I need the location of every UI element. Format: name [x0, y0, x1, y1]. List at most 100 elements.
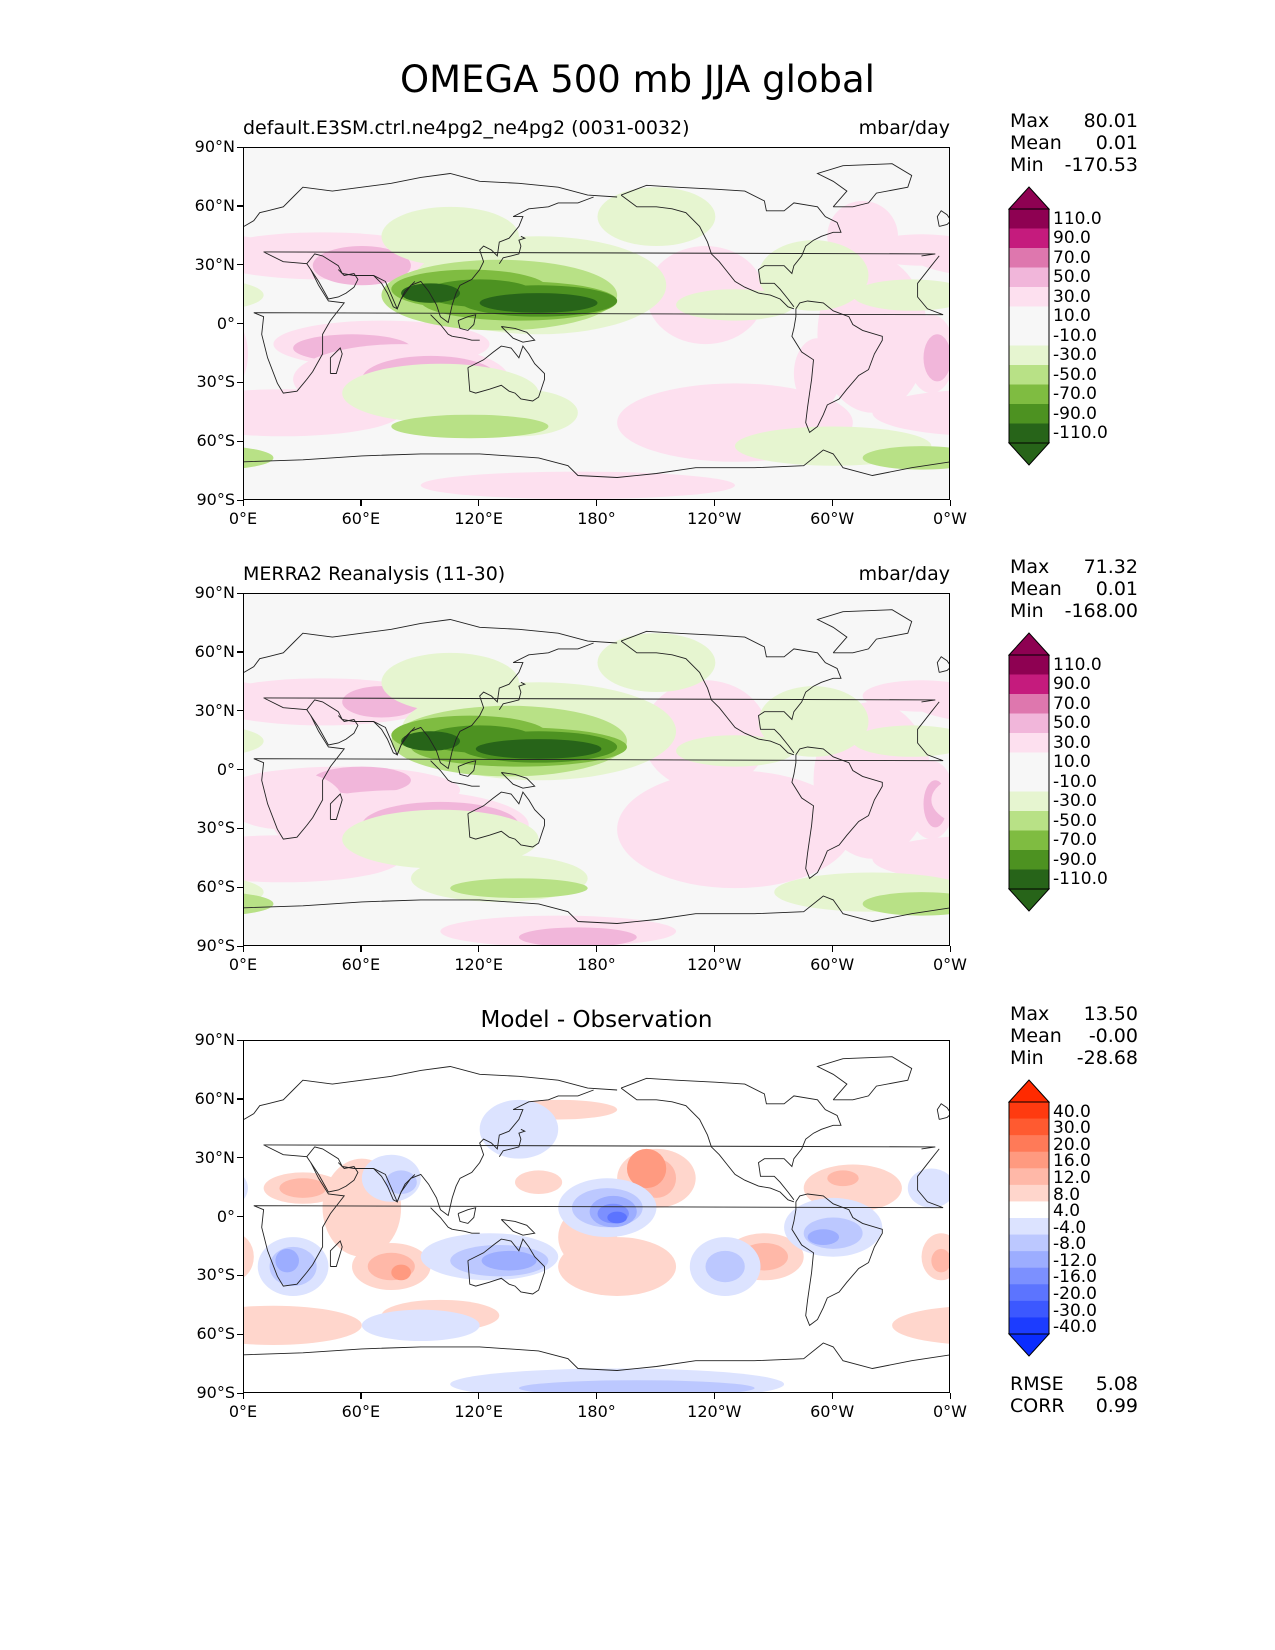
colorbar-extend-bottom	[1008, 442, 1050, 466]
lon-tick-label: 120°W	[687, 1402, 742, 1421]
contour-region	[244, 729, 264, 753]
stat-mean: Mean 0.01	[1010, 578, 1138, 600]
lon-tick-label: 60°W	[810, 955, 855, 974]
coastline	[253, 1144, 944, 1287]
lat-tick-label: 90°N	[194, 583, 235, 602]
contour-region	[244, 1236, 254, 1278]
contour-region	[312, 766, 411, 795]
panel-title: default.E3SM.ctrl.ne4pg2_ne4pg2 (0031-00…	[243, 117, 690, 139]
contour-region	[475, 739, 602, 759]
lat-tick-mark	[237, 1216, 243, 1218]
stat-min-label: Min	[1010, 154, 1044, 176]
lon-tick-label: 120°E	[454, 955, 503, 974]
coastline	[306, 196, 594, 324]
map-panel	[243, 1040, 950, 1393]
colorbar-swatch	[1009, 655, 1049, 675]
coastline	[457, 314, 477, 331]
coastline	[430, 1207, 453, 1230]
colorbar-extend-top	[1008, 186, 1050, 210]
colorbar-level-label: 16.0	[1053, 1151, 1091, 1172]
colorbar-frame	[1008, 654, 1050, 890]
colorbar-swatch	[1009, 1151, 1049, 1169]
stat-max-label: Max	[1010, 110, 1050, 132]
coastline	[467, 1238, 545, 1295]
lon-tick-label: 60°W	[810, 509, 855, 528]
panel-title: Model - Observation	[480, 1007, 713, 1033]
coastline	[500, 1219, 536, 1236]
colorbar-swatch	[1009, 365, 1049, 385]
lon-tick-label: 120°W	[687, 509, 742, 528]
coastline	[310, 269, 359, 300]
colorbar-swatch	[1009, 1184, 1049, 1202]
colorbar-level-label: -30.0	[1053, 345, 1097, 366]
lon-tick-mark	[831, 946, 833, 952]
contour-region	[807, 1229, 840, 1245]
figure-title: OMEGA 500 mb JJA global	[400, 58, 875, 101]
contour-region	[907, 1168, 949, 1208]
lat-tick-mark	[237, 1392, 243, 1394]
contour-region	[758, 240, 869, 311]
lat-tick-mark	[237, 205, 243, 207]
colorbar-swatch	[1009, 674, 1049, 695]
colorbar-swatch	[1009, 1267, 1049, 1285]
colorbar-level-label: 70.0	[1053, 693, 1091, 714]
stat-max: Max 13.50	[1010, 1003, 1138, 1025]
contour-region	[676, 735, 794, 767]
coastline	[620, 1077, 842, 1201]
contour-region	[862, 892, 949, 916]
lon-tick-label: 120°E	[454, 509, 503, 528]
lat-tick-label: 30°S	[196, 1265, 235, 1285]
coastline	[244, 1066, 618, 1120]
lat-tick-mark	[237, 592, 243, 594]
colorbar-swatch	[1009, 345, 1049, 366]
colorbar-level-label: -110.0	[1053, 423, 1108, 444]
contour-region	[385, 1170, 417, 1194]
colorbar-level-label: 50.0	[1053, 267, 1091, 288]
stat-min-value: -170.53	[1064, 154, 1138, 176]
lon-tick-label: 0°W	[933, 1402, 967, 1421]
lat-tick-label: 0°	[216, 759, 235, 779]
colorbar-swatch	[1009, 694, 1049, 714]
metric-rmse: RMSE 5.08	[1010, 1373, 1138, 1395]
contour-map	[244, 163, 949, 499]
lon-tick-label: 0°E	[228, 509, 258, 528]
coastline	[244, 449, 949, 478]
metric-rmse-value: 5.08	[1095, 1373, 1138, 1395]
stat-max: Max 80.01	[1010, 110, 1138, 132]
colorbar-swatch	[1009, 1118, 1049, 1136]
coastline	[791, 300, 883, 434]
colorbar-frame	[1008, 1101, 1050, 1335]
coastline	[373, 1168, 416, 1203]
coastline	[936, 210, 949, 227]
colorbar-level-label: -8.0	[1053, 1234, 1087, 1255]
contour-region	[852, 725, 949, 757]
lat-tick-mark	[237, 146, 243, 148]
stat-mean-label: Mean	[1010, 578, 1062, 600]
coastline	[498, 681, 526, 710]
colorbar-swatch	[1009, 267, 1049, 288]
colorbar-swatch	[1009, 733, 1049, 753]
colorbar-swatch	[1009, 287, 1049, 307]
metric-corr: CORR 0.99	[1010, 1395, 1138, 1417]
coastline	[498, 1128, 526, 1157]
colorbar-swatch	[1009, 248, 1049, 268]
colorbar-swatch	[1009, 791, 1049, 812]
contour-region	[450, 878, 588, 898]
stat-mean: Mean -0.00	[1010, 1025, 1138, 1047]
lat-tick-mark	[237, 886, 243, 888]
lat-tick-label: 0°	[216, 313, 235, 333]
colorbar-extend-top	[1008, 632, 1050, 656]
coastline	[329, 793, 343, 820]
stat-max-value: 13.50	[1083, 1003, 1138, 1025]
lon-tick-mark	[831, 500, 833, 506]
colorbar-swatch	[1009, 228, 1049, 249]
lon-tick-label: 180°	[577, 509, 616, 528]
contour-region	[279, 1178, 327, 1198]
colorbar-swatch	[1009, 326, 1049, 346]
colorbar-level-label: 110.0	[1053, 654, 1102, 675]
stat-max-label: Max	[1010, 1003, 1050, 1025]
lon-tick-mark	[949, 500, 951, 506]
colorbar-level-label: -10.0	[1053, 771, 1097, 792]
lon-tick-mark	[713, 1393, 716, 1399]
colorbar-level-label: -110.0	[1053, 869, 1108, 890]
